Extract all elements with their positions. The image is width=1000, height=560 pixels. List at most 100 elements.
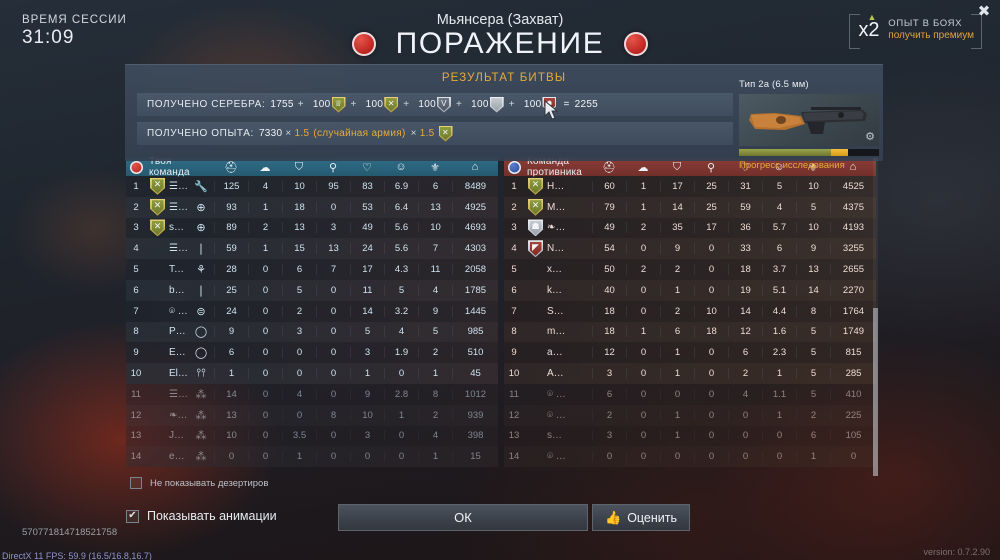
player-name-cell[interactable]: ⌾ UUkalele-dankku bbox=[524, 448, 566, 465]
table-row[interactable]: 4◤Nanonin5409033693255 bbox=[504, 238, 876, 260]
table-row[interactable]: 1✕Hades#1016011725315104525 bbox=[504, 176, 876, 197]
player-name-cell[interactable]: ☗ ❧KrImLeSS❧ bbox=[524, 219, 566, 237]
stat-cells: 59 1 15 13 24 5.6 7 4303 bbox=[214, 243, 498, 255]
player-name-cell[interactable]: bula1212405 bbox=[146, 282, 188, 299]
column-header-shield-icon[interactable]: ⛉ bbox=[294, 160, 304, 173]
table-row[interactable]: 12⌾ soppy_purist682010012225 bbox=[504, 404, 876, 426]
player-name-cell[interactable]: samcovkirill bbox=[524, 427, 566, 444]
stat-cell: 3 bbox=[592, 368, 626, 380]
ok-button[interactable]: ОК bbox=[338, 504, 588, 531]
premium-line1: ОПЫТ В БОЯХ bbox=[888, 18, 963, 29]
row-rank: 2 bbox=[133, 201, 139, 213]
column-header-smile-icon[interactable]: ☺ bbox=[773, 160, 785, 173]
player-name: ⌾ UUkalele-dankku bbox=[547, 451, 566, 463]
player-name-cell[interactable]: Archel bbox=[524, 365, 566, 382]
player-name-cell[interactable]: PenianTheCoco bbox=[146, 323, 188, 340]
player-name-cell[interactable]: ❧BlueEagle26❧ bbox=[146, 407, 188, 424]
row-rank: 11 bbox=[131, 388, 141, 400]
column-header-smile-icon[interactable]: ☺ bbox=[395, 160, 407, 173]
table-row[interactable]: 10Archel3010215285 bbox=[504, 363, 876, 384]
player-name-cell[interactable]: ◤ Nanonin bbox=[524, 240, 566, 258]
stat-cell: 89 bbox=[214, 222, 248, 234]
player-name-cell[interactable]: Elius10517 bbox=[146, 365, 188, 382]
player-name-cell[interactable]: ✕ ☰Убиваю Ботоубийц☰ bbox=[146, 177, 188, 195]
stat-cell: 24 bbox=[350, 243, 384, 255]
show-animations-checkbox[interactable]: ✔ Показывать анимации bbox=[126, 509, 277, 523]
player-name-cell[interactable]: kecskekuro bbox=[524, 282, 566, 299]
player-name-cell[interactable]: JuliA___ bbox=[146, 427, 188, 444]
table-row[interactable]: 14⌾ UUkalele-dankku00000010 bbox=[504, 446, 876, 468]
stat-cell: 0 bbox=[384, 368, 418, 380]
player-name-cell[interactable]: ⌾ Robert35072 bbox=[524, 386, 566, 403]
column-header-cloud-icon[interactable]: ☁ bbox=[259, 161, 271, 174]
table-row[interactable]: 13samcovkirill3010006105 bbox=[504, 425, 876, 447]
scrollbar[interactable] bbox=[873, 158, 878, 476]
player-name-cell[interactable]: ⌾ RudiJaEdi bbox=[146, 303, 188, 320]
column-header-heart-icon[interactable]: ♡ bbox=[740, 161, 750, 174]
row-rank: 6 bbox=[133, 284, 139, 296]
player-name: ☰Убиваю Ботоубийц☰ bbox=[169, 180, 188, 192]
player-name-cell[interactable]: ✕ solnig2304 bbox=[146, 219, 188, 237]
player-name-cell[interactable]: ✕ Hades#101 bbox=[524, 177, 566, 195]
column-header-cloud-icon[interactable]: ☁ bbox=[637, 161, 649, 174]
column-header-wrench-icon[interactable]: ⚲ bbox=[706, 161, 716, 174]
column-header-medal-icon[interactable]: ⚜ bbox=[808, 161, 818, 174]
column-header-heart-icon[interactable]: ♡ bbox=[362, 161, 372, 174]
column-header-shield-icon[interactable]: ⛉ bbox=[672, 160, 682, 173]
stat-cell: 14 bbox=[728, 305, 762, 317]
column-header-exp-icon[interactable]: ⌂ bbox=[471, 160, 479, 173]
scrollbar-thumb[interactable] bbox=[873, 308, 878, 476]
player-name-cell[interactable]: a141596 bbox=[524, 344, 566, 361]
column-header-helmet-icon[interactable]: ⛑ bbox=[602, 161, 616, 174]
player-name-cell[interactable]: ☰⌾ Alfonsobukhovo☰ bbox=[146, 386, 188, 403]
research-progress-card[interactable]: Тип 2а (6.5 мм) ⚙ Прогресс исследования bbox=[739, 79, 879, 171]
hide-deserters-checkbox[interactable]: Не показывать дезертиров bbox=[130, 477, 268, 489]
player-name-cell[interactable]: Sm3otBoi bbox=[524, 303, 566, 320]
stat-cell: 14 bbox=[214, 388, 248, 400]
row-rank: 6 bbox=[511, 284, 517, 296]
column-header-wrench-icon[interactable]: ⚲ bbox=[328, 161, 338, 174]
player-name-cell[interactable]: ✕ ☰petuhovv607☰ bbox=[146, 198, 188, 216]
rate-button[interactable]: 👍 Оценить bbox=[592, 504, 691, 531]
stat-cell: 0 bbox=[316, 284, 350, 296]
column-header-medal-icon[interactable]: ⚜ bbox=[430, 161, 440, 174]
close-icon[interactable]: ✖ bbox=[977, 3, 991, 20]
player-name-cell[interactable]: ToneGamp bbox=[146, 261, 188, 278]
player-name-cell[interactable]: mronacdown52010 bbox=[524, 323, 566, 340]
player-name-cell[interactable]: Esgal91 bbox=[146, 344, 188, 361]
column-header-helmet-icon[interactable]: ⛑ bbox=[224, 161, 238, 174]
player-name-cell[interactable]: epicZACK236 bbox=[146, 448, 188, 465]
player-name-cell[interactable]: ✕ Moscowdurak bbox=[524, 198, 566, 216]
premium-promo-banner[interactable]: ▲ x2 ОПЫТ В БОЯХ получить премиум bbox=[848, 12, 983, 50]
player-name-cell[interactable]: ⌾ soppy_purist68 bbox=[524, 407, 566, 424]
role-deserter-icon: ⁂ bbox=[195, 409, 207, 422]
player-name-cell[interactable]: ☰vic_levichev☰ bbox=[146, 240, 188, 257]
clan-badge-placeholder bbox=[150, 261, 165, 278]
player-name-cell[interactable]: xdrifter bbox=[524, 261, 566, 278]
column-header-exp-icon[interactable]: ⌂ bbox=[849, 160, 857, 173]
stat-cell: 3 bbox=[592, 430, 626, 442]
row-rank: 12 bbox=[130, 409, 142, 421]
